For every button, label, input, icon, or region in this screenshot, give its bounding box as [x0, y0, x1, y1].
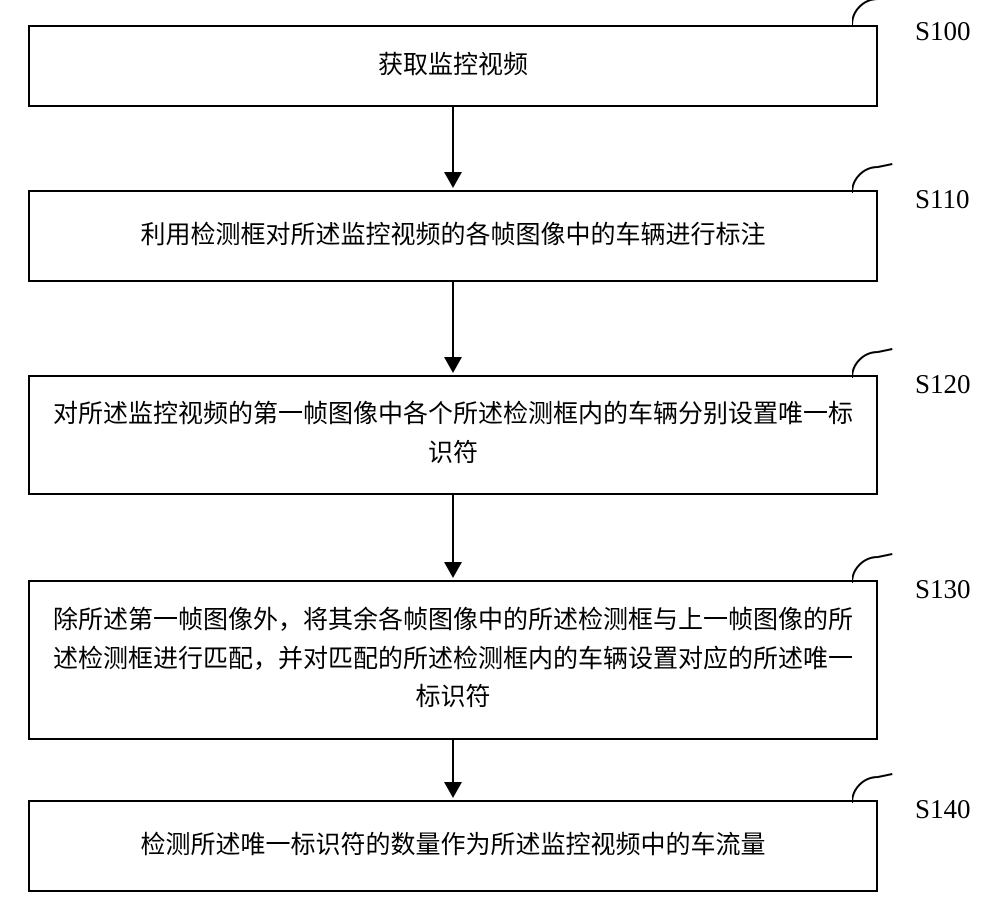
- step-label-s100: S100: [915, 16, 971, 47]
- flow-node-text: 获取监控视频: [378, 47, 528, 86]
- bracket-s110: [852, 162, 914, 224]
- bracket-s130: [852, 552, 914, 614]
- step-label-s130: S130: [915, 574, 971, 605]
- flowchart-canvas: 获取监控视频 S100 利用检测框对所述监控视频的各帧图像中的车辆进行标注 S110 对…: [0, 0, 1000, 903]
- flow-node-s110: 利用检测框对所述监控视频的各帧图像中的车辆进行标注: [28, 190, 878, 282]
- flow-node-text: 对所述监控视频的第一帧图像中各个所述检测框内的车辆分别设置唯一标识符: [50, 396, 856, 474]
- bracket-s120: [852, 347, 914, 409]
- flow-node-text: 检测所述唯一标识符的数量作为所述监控视频中的车流量: [140, 827, 765, 866]
- flow-node-s120: 对所述监控视频的第一帧图像中各个所述检测框内的车辆分别设置唯一标识符: [28, 375, 878, 495]
- arrow-s110-s120-line: [452, 282, 454, 358]
- arrow-s120-s130-head: [444, 562, 462, 578]
- bracket-s140: [852, 772, 914, 834]
- step-label-s140: S140: [915, 794, 971, 825]
- arrow-s130-s140-head: [444, 782, 462, 798]
- arrow-s110-s120-head: [444, 357, 462, 373]
- flow-node-s130: 除所述第一帧图像外，将其余各帧图像中的所述检测框与上一帧图像的所述检测框进行匹配…: [28, 580, 878, 740]
- arrow-s100-s110-line: [452, 107, 454, 173]
- flow-node-text: 除所述第一帧图像外，将其余各帧图像中的所述检测框与上一帧图像的所述检测框进行匹配…: [50, 602, 856, 718]
- flow-node-s100: 获取监控视频: [28, 25, 878, 107]
- flow-node-text: 利用检测框对所述监控视频的各帧图像中的车辆进行标注: [140, 217, 765, 256]
- arrow-s120-s130-line: [452, 495, 454, 563]
- bracket-s100: [852, 0, 914, 56]
- arrow-s130-s140-line: [452, 740, 454, 783]
- arrow-s100-s110-head: [444, 172, 462, 188]
- step-label-s120: S120: [915, 369, 971, 400]
- flow-node-s140: 检测所述唯一标识符的数量作为所述监控视频中的车流量: [28, 800, 878, 892]
- step-label-s110: S110: [915, 184, 970, 215]
